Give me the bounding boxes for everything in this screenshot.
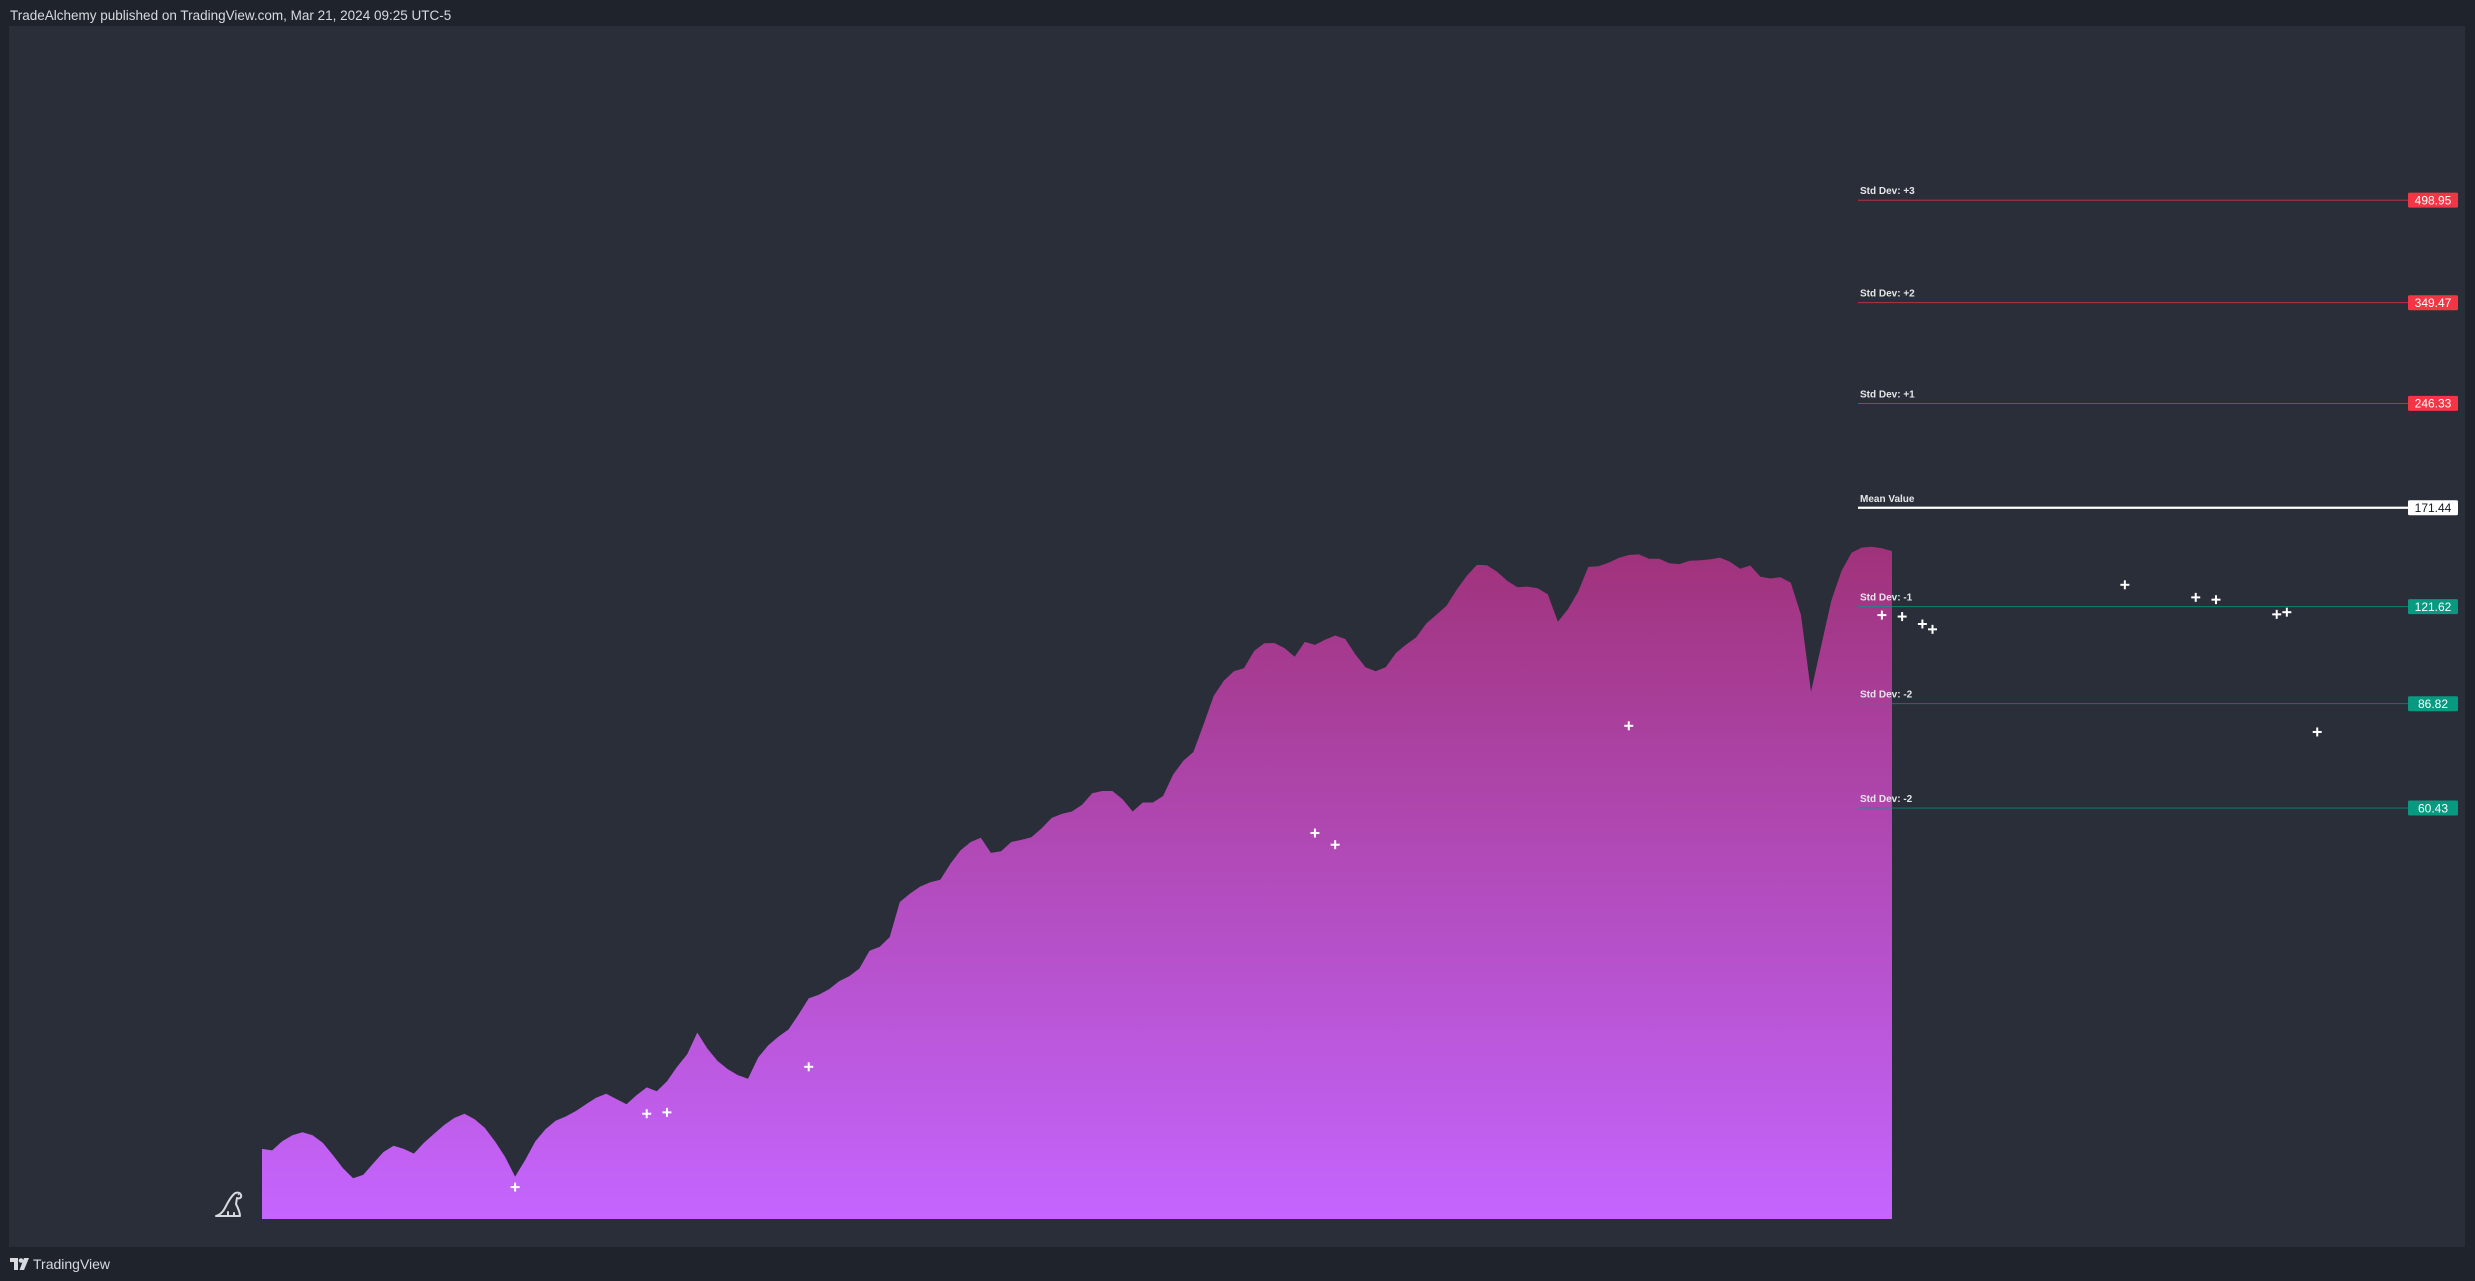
signal-marker-6	[1330, 840, 1340, 850]
std-level-label: Std Dev: -2	[1860, 794, 1913, 805]
signal-marker-12	[2120, 580, 2130, 590]
price-area-layer	[262, 546, 1892, 1219]
std-level-label: Std Dev: -1	[1860, 593, 1913, 604]
std-level-1: Std Dev: +3 498.95	[1858, 186, 2458, 208]
std-level-label: Std Dev: +1	[1860, 389, 1915, 400]
std-level-tag	[2408, 599, 2458, 615]
std-level-label: Mean Value	[1860, 494, 1915, 505]
std-level-value: 498.95	[2415, 193, 2452, 207]
signal-marker-2	[642, 1109, 652, 1119]
std-level-3: Std Dev: +1 246.33	[1858, 389, 2458, 411]
std-level-tag	[2408, 395, 2458, 411]
price-area	[262, 546, 1892, 1219]
signal-marker-5	[1310, 828, 1320, 838]
signal-marker-9	[1897, 612, 1907, 622]
std-level-7: Std Dev: -2 60.43	[1858, 794, 2458, 816]
std-level-tag	[2408, 192, 2458, 208]
signal-marker-13	[2191, 592, 2201, 602]
publish-header: TradeAlchemy published on TradingView.co…	[0, 0, 2475, 26]
signal-marker-11	[1927, 624, 1937, 634]
signal-marker-1	[510, 1182, 520, 1192]
std-level-value: 86.82	[2418, 697, 2448, 711]
std-level-label: Std Dev: +3	[1860, 186, 1915, 197]
std-level-value: 349.47	[2415, 296, 2452, 310]
publisher-text: TradeAlchemy published on TradingView.co…	[10, 8, 452, 23]
footer-bar	[0, 1247, 2475, 1281]
tradingview-logo-icon[interactable]	[10, 1258, 30, 1270]
signal-marker-17	[2312, 727, 2322, 737]
signal-marker-4	[804, 1062, 814, 1072]
std-level-tag	[2408, 500, 2458, 516]
std-level-tag	[2408, 800, 2458, 816]
std-level-value: 121.62	[2415, 600, 2452, 614]
std-level-tag	[2408, 295, 2458, 311]
marker-layer	[510, 580, 2322, 1192]
std-level-value: 60.43	[2418, 801, 2448, 815]
signal-marker-15	[2272, 609, 2282, 619]
std-level-value: 171.44	[2415, 501, 2452, 515]
dinosaur-icon	[215, 1191, 243, 1217]
std-level-label: Std Dev: -2	[1860, 690, 1913, 701]
std-level-6: Std Dev: -2 86.82	[1858, 690, 2458, 712]
signal-marker-8	[1877, 610, 1887, 620]
std-level-value: 246.33	[2415, 397, 2452, 411]
std-level-label: Std Dev: +2	[1860, 289, 1915, 300]
footer-brand[interactable]: TradingView	[33, 1256, 111, 1272]
std-level-5: Std Dev: -1 121.62	[1858, 593, 2458, 615]
std-level-tag	[2408, 696, 2458, 712]
signal-marker-16	[2282, 607, 2292, 617]
std-level-2: Std Dev: +2 349.47	[1858, 289, 2458, 311]
signal-marker-7	[1624, 721, 1634, 731]
signal-marker-14	[2211, 595, 2221, 605]
signal-marker-10	[1917, 619, 1927, 629]
std-level-4: Mean Value 171.44	[1858, 494, 2458, 516]
signal-marker-3	[662, 1107, 672, 1117]
